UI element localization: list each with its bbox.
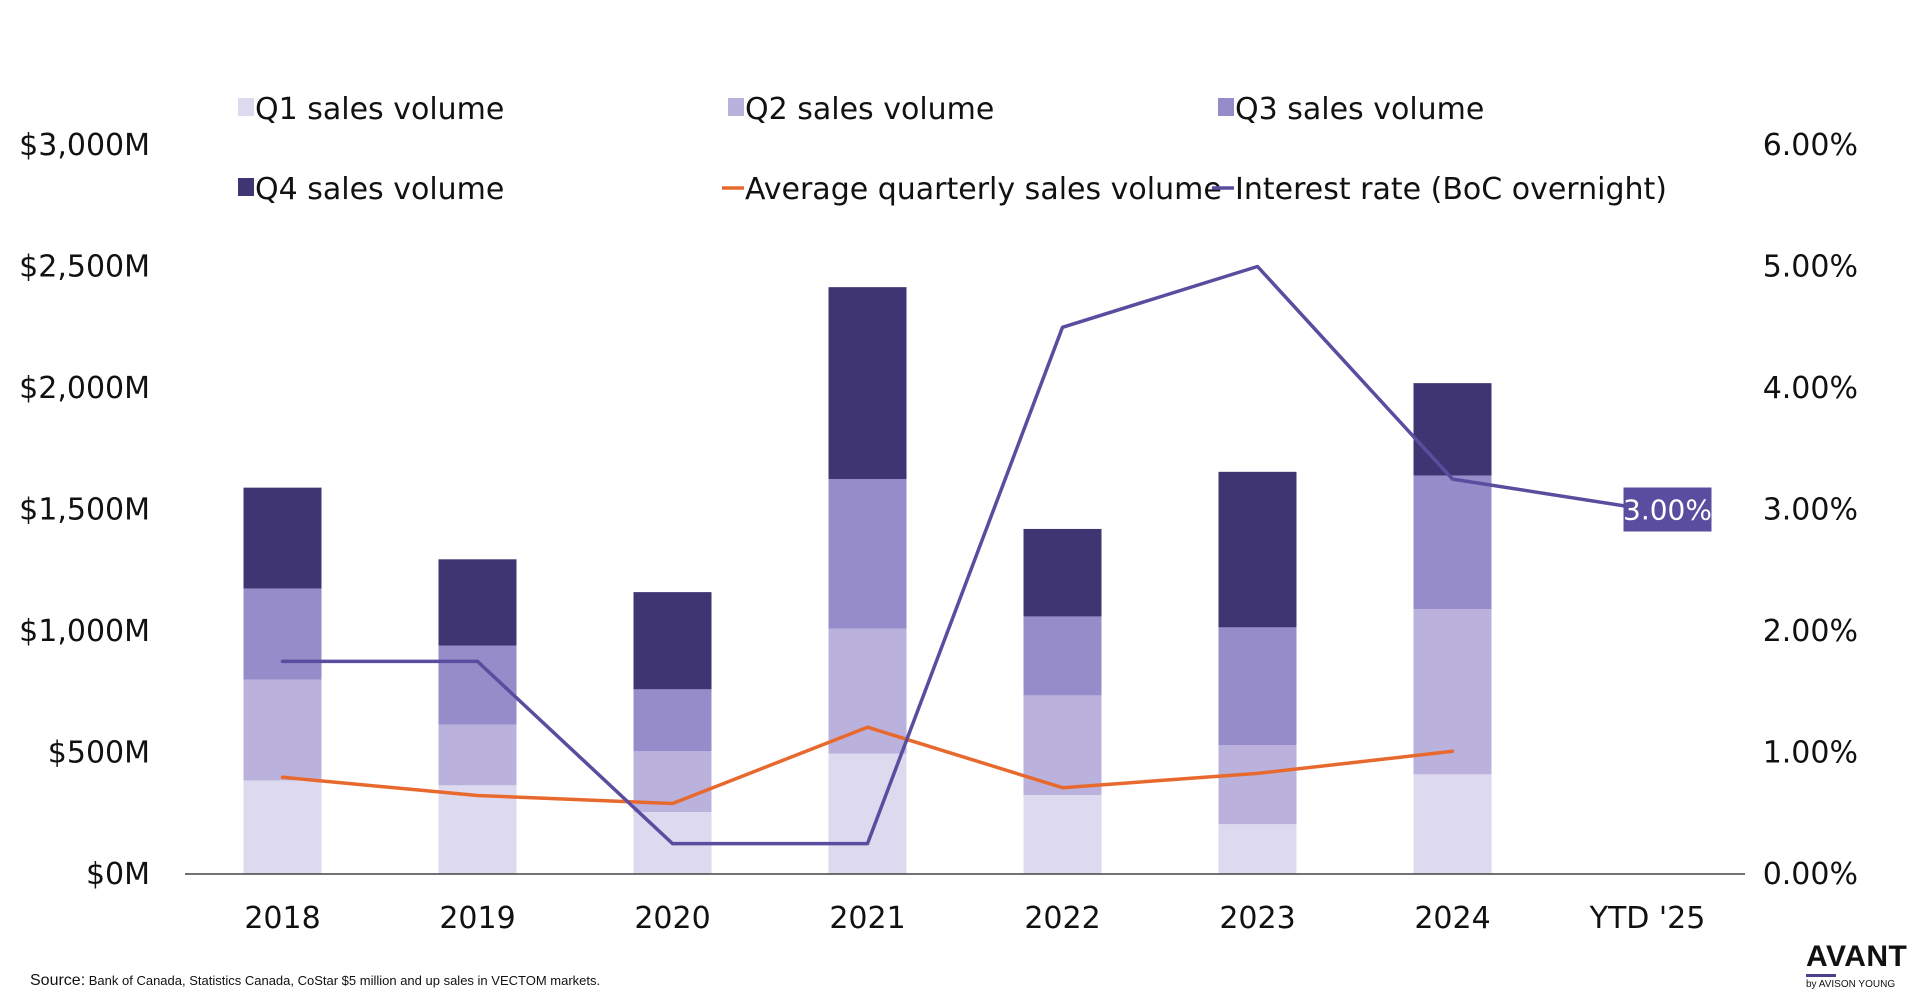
logo-underline bbox=[1806, 974, 1836, 977]
bar-2020-q4 bbox=[633, 592, 712, 690]
rate-callout-label: 3.00% bbox=[1623, 494, 1712, 527]
bar-2018-q4 bbox=[243, 487, 322, 589]
legend-q3-label: Q3 sales volume bbox=[1235, 92, 1484, 127]
y-left-tick-label: $500M bbox=[48, 736, 150, 771]
avant-logo: AVANT by AVISON YOUNG bbox=[1806, 942, 1910, 991]
legend-q4-swatch bbox=[238, 178, 254, 196]
legend-interest-rate-label: Interest rate (BoC overnight) bbox=[1235, 172, 1667, 207]
bar-2022-q1 bbox=[1023, 795, 1102, 874]
bar-2021-q4 bbox=[828, 287, 907, 480]
bar-2021-q2 bbox=[828, 628, 907, 754]
x-tick-label: 2023 bbox=[1219, 901, 1295, 936]
legend-q2: Q2 sales volume bbox=[728, 92, 994, 127]
y-left-tick-label: $1,000M bbox=[19, 614, 150, 649]
source-note: Source: Bank of Canada, Statistics Canad… bbox=[30, 972, 600, 990]
bar-2023-q2 bbox=[1218, 745, 1297, 825]
rate-callout-box bbox=[1623, 487, 1712, 532]
y-left-tick-label: $2,500M bbox=[19, 250, 150, 285]
x-tick-label: 2024 bbox=[1414, 901, 1490, 936]
logo-brand: AVANT bbox=[1806, 940, 1908, 973]
bar-2018-q1 bbox=[243, 780, 322, 874]
bar-2024-q2 bbox=[1413, 609, 1492, 775]
y-right-tick-label: 6.00% bbox=[1763, 128, 1858, 163]
legend-q1-label: Q1 sales volume bbox=[255, 92, 504, 127]
y-left-tick-label: $2,000M bbox=[19, 371, 150, 406]
bar-2020-q3 bbox=[633, 689, 712, 752]
bar-2022-q3 bbox=[1023, 616, 1102, 696]
x-tick-label: 2020 bbox=[634, 901, 710, 936]
y-right-tick-label: 0.00% bbox=[1763, 857, 1858, 892]
source-text: Bank of Canada, Statistics Canada, CoSta… bbox=[88, 973, 601, 988]
legend-interest-rate: Interest rate (BoC overnight) bbox=[1212, 172, 1667, 207]
legend-average: Average quarterly sales volume bbox=[722, 172, 1222, 207]
bar-2023-q1 bbox=[1218, 824, 1297, 874]
bar-2019-q4 bbox=[438, 559, 517, 646]
x-tick-label: 2019 bbox=[439, 901, 515, 936]
bar-2024-q1 bbox=[1413, 774, 1492, 874]
bar-2023-q4 bbox=[1218, 471, 1297, 628]
bar-2019-q1 bbox=[438, 785, 517, 874]
legend-q3: Q3 sales volume bbox=[1218, 92, 1484, 127]
legend-q4: Q4 sales volume bbox=[238, 172, 504, 207]
source-label: Source: bbox=[30, 972, 86, 989]
legend-q2-label: Q2 sales volume bbox=[745, 92, 994, 127]
legend-average-label: Average quarterly sales volume bbox=[745, 172, 1222, 207]
interest-rate-line bbox=[280, 264, 1650, 846]
bars bbox=[243, 287, 1492, 874]
bar-2021-q3 bbox=[828, 479, 907, 629]
y-right-tick-label: 3.00% bbox=[1763, 493, 1858, 528]
x-tick-label: YTD '25 bbox=[1589, 901, 1706, 936]
y-left-tick-label: $3,000M bbox=[19, 128, 150, 163]
bar-2023-q3 bbox=[1218, 627, 1297, 746]
y-right-tick-label: 1.00% bbox=[1763, 736, 1858, 771]
legend-q2-swatch bbox=[728, 98, 744, 116]
bar-2018-q2 bbox=[243, 679, 322, 781]
legend-q3-swatch bbox=[1218, 98, 1234, 116]
average-sales-line bbox=[280, 725, 1455, 806]
y-left-tick-label: $1,500M bbox=[19, 493, 150, 528]
bar-2024-q3 bbox=[1413, 475, 1492, 610]
y-right-tick-label: 2.00% bbox=[1763, 614, 1858, 649]
bar-2018-q3 bbox=[243, 588, 322, 680]
y-right-tick-label: 4.00% bbox=[1763, 371, 1858, 406]
x-tick-label: 2021 bbox=[829, 901, 905, 936]
legend-q1-swatch bbox=[238, 98, 254, 116]
legend-q4-label: Q4 sales volume bbox=[255, 172, 504, 207]
y-right-tick-label: 5.00% bbox=[1763, 250, 1858, 285]
bar-2024-q4 bbox=[1413, 383, 1492, 476]
logo-subtitle: by AVISON YOUNG bbox=[1806, 979, 1896, 990]
bar-2019-q2 bbox=[438, 724, 517, 786]
bar-2022-q4 bbox=[1023, 528, 1102, 617]
legend-q1: Q1 sales volume bbox=[238, 92, 504, 127]
x-tick-label: 2018 bbox=[244, 901, 320, 936]
x-tick-label: 2022 bbox=[1024, 901, 1100, 936]
y-left-tick-label: $0M bbox=[86, 857, 150, 892]
